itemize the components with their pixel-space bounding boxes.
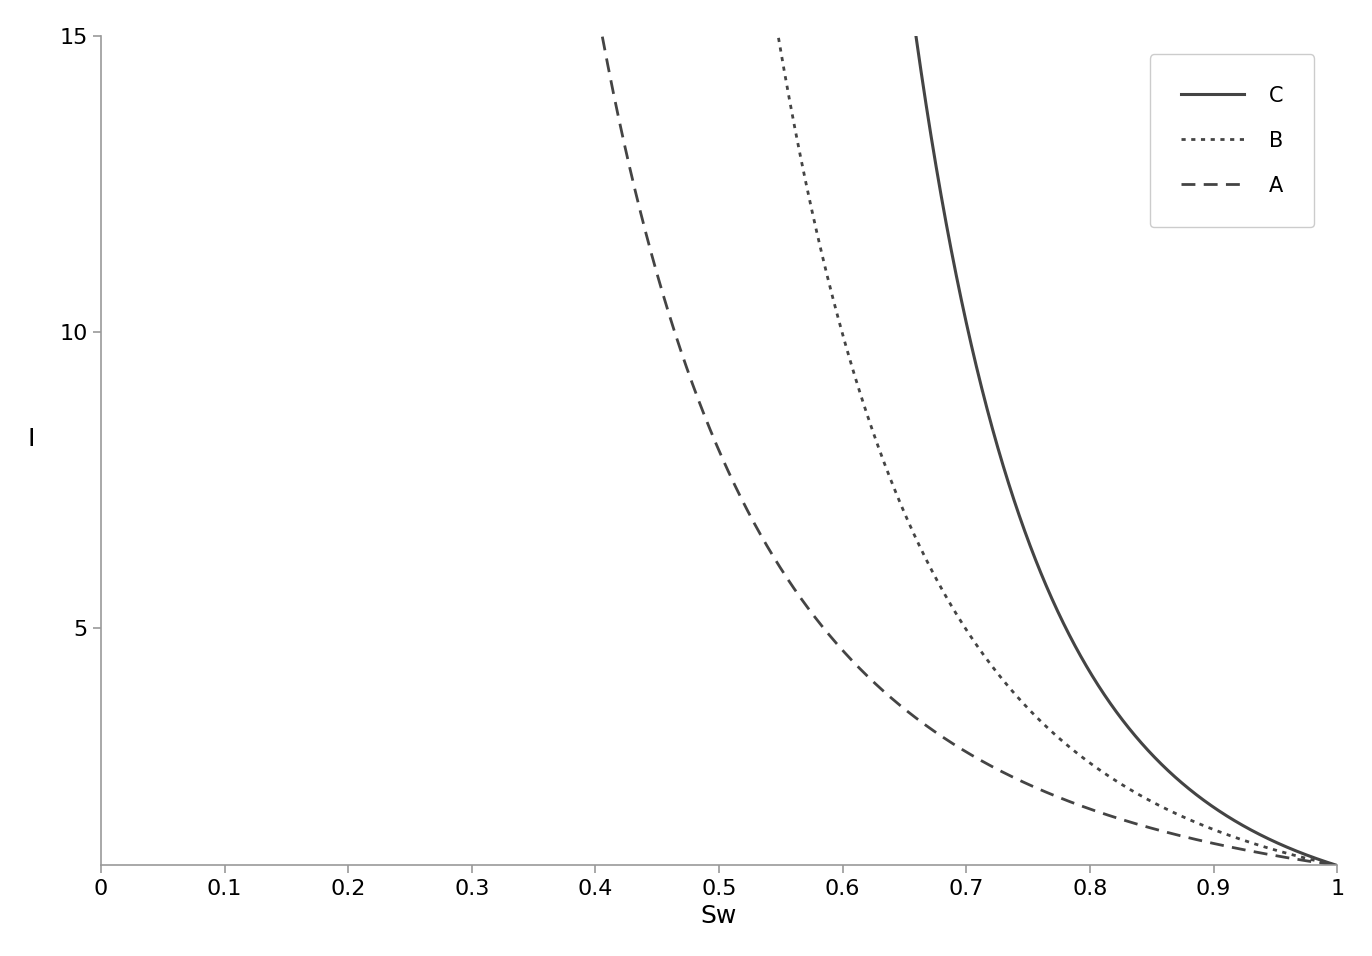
C [1069,644,1085,656]
C [1118,720,1135,731]
B [1019,702,1036,713]
A [1058,794,1074,806]
Line: A: A [602,36,1338,865]
C [919,106,936,118]
C [1228,815,1244,827]
A [1091,806,1107,817]
B [1327,859,1343,871]
A [1329,859,1346,871]
A [1019,778,1036,790]
B [1169,809,1185,820]
B [770,33,786,44]
C [908,31,925,42]
A [594,31,611,42]
A [786,583,803,595]
B [1286,850,1302,861]
Line: B: B [778,38,1338,865]
A [1295,855,1312,866]
B [1329,859,1346,871]
A [1308,857,1324,868]
Line: C: C [916,36,1338,865]
C [1329,859,1346,871]
Y-axis label: I: I [27,426,36,450]
X-axis label: Sw: Sw [701,904,737,928]
C [1251,829,1268,840]
Legend: C, B, A: C, B, A [1150,54,1314,227]
C [1172,775,1188,787]
B [884,478,900,489]
B [1203,823,1220,835]
